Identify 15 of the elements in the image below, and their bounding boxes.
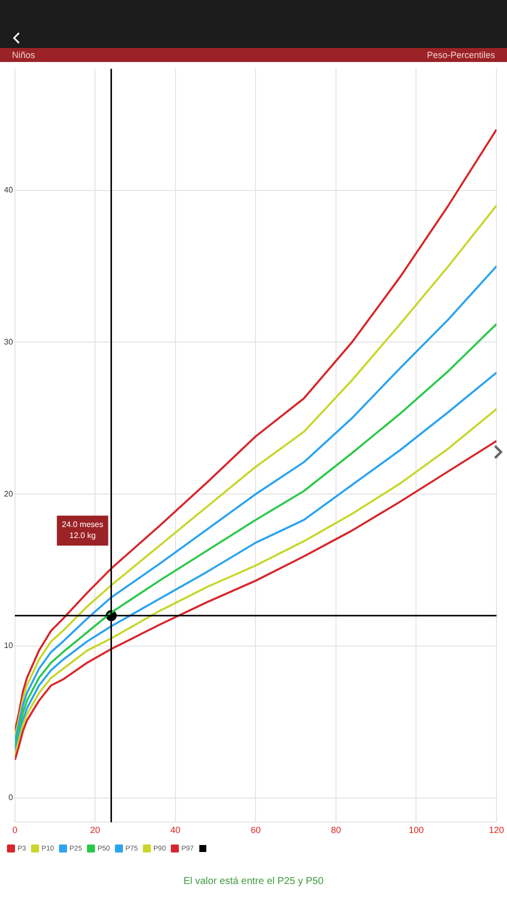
y-tick-label: 30 [4,337,14,346]
x-tick-label: 40 [170,825,180,836]
chart-title: Peso-Percentiles [426,50,495,60]
text: El valor está entre el P25 y P50 [182,876,325,887]
x-tick-label: 100 [408,825,424,836]
y-tick-label: 40 [4,186,14,195]
annotation: 24.0 meses 12.0 kg [62,520,104,540]
x-tick-label: 20 [90,825,100,836]
y-tick-label: 20 [4,489,14,498]
y-tick-label: 0 [8,793,14,802]
x-tick-label: 120 [488,825,504,836]
x-tick-label: 80 [330,825,341,836]
y-tick-label: 10 [4,641,14,650]
x-tick-label: 60 [250,825,261,836]
chart-subtitle: Niños [12,50,36,60]
